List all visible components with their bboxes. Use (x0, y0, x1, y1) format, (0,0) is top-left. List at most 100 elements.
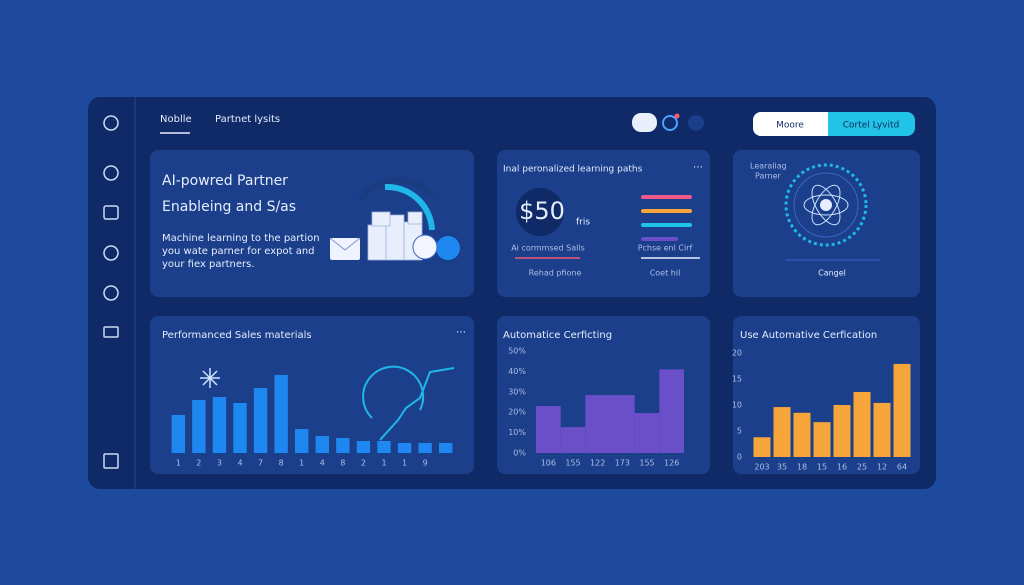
chart-title: Use Automative Cerfication (740, 330, 877, 341)
price-badge (516, 188, 564, 236)
x-tick-label: 2 (361, 459, 366, 468)
sidebar-icon[interactable] (103, 245, 119, 261)
bar (659, 369, 684, 453)
bar (634, 413, 660, 453)
card-title: Learaliag (750, 162, 787, 171)
x-tick-label: 64 (897, 463, 907, 472)
path-bars (641, 195, 692, 241)
card (150, 316, 474, 474)
bar (377, 441, 391, 453)
y-tick-label: 15 (732, 375, 742, 384)
y-tick-label: 40% (508, 367, 526, 376)
network-graphic (784, 163, 868, 247)
x-tick-label: 35 (777, 463, 787, 472)
x-tick-label: 1 (299, 459, 304, 468)
y-tick-label: 30% (508, 387, 526, 396)
bar (585, 395, 610, 453)
bar (315, 436, 329, 453)
metric-label: Pchse enl Cirf (638, 244, 693, 253)
icon-button[interactable] (662, 115, 678, 131)
card-body: you wate parner for expot and (162, 246, 315, 257)
x-tick-label: 18 (797, 463, 807, 472)
bar (253, 388, 268, 453)
bar (233, 403, 247, 453)
x-tick-label: 173 (615, 459, 630, 468)
caption: Cangel (818, 269, 846, 278)
more-menu[interactable]: ⋯ (693, 162, 703, 173)
x-tick-label: 8 (340, 459, 345, 468)
bar (893, 363, 911, 457)
bar (536, 406, 561, 453)
illustration (329, 176, 460, 261)
y-tick-label: 20 (732, 349, 742, 358)
icon-button[interactable] (688, 115, 704, 131)
y-tick-label: 0% (513, 449, 526, 458)
sidebar-icon[interactable] (103, 453, 119, 469)
x-tick-label: 106 (541, 459, 556, 468)
nav-tab[interactable]: Partnet lysits (215, 114, 280, 125)
x-tick-label: 7 (258, 459, 263, 468)
x-tick-label: 122 (590, 459, 605, 468)
bar (753, 437, 771, 457)
bar (192, 400, 206, 453)
x-tick-label: 126 (664, 459, 679, 468)
x-tick-label: 8 (279, 459, 284, 468)
sidebar-icon[interactable] (103, 165, 119, 181)
x-tick-label: 1 (381, 459, 386, 468)
y-tick-label: 5 (737, 427, 742, 436)
more-menu[interactable]: ⋯ (456, 327, 466, 338)
card-title: Inal peronalized learning paths (503, 165, 643, 175)
y-tick-label: 20% (508, 408, 526, 417)
button-bg (753, 112, 828, 136)
y-tick-label: 10 (732, 401, 742, 410)
sidebar (103, 115, 119, 469)
x-tick-label: 1 (402, 459, 407, 468)
card-title: Enableing and S/as (162, 199, 296, 215)
chart-title: Performanced Sales materials (162, 330, 312, 341)
bar (336, 438, 350, 453)
bar (773, 407, 791, 457)
bar (560, 427, 586, 453)
card-title: Parner (755, 172, 782, 181)
x-tick-label: 9 (423, 459, 428, 468)
y-tick-label: 0 (737, 453, 742, 462)
x-tick-label: 1 (176, 459, 181, 468)
bar (833, 405, 851, 457)
bar (439, 443, 453, 453)
price-note: fris (576, 218, 590, 228)
card-body: your fiex partners. (162, 259, 255, 270)
chart-title: Automatice Cerficting (503, 330, 612, 341)
card-body: Machine learning to the partion (162, 233, 320, 244)
bar (873, 402, 891, 457)
x-tick-label: 155 (565, 459, 580, 468)
bar (793, 412, 811, 457)
sidebar-icon[interactable] (103, 205, 119, 220)
x-tick-label: 155 (639, 459, 654, 468)
button[interactable]: Cortel Lyvitd (843, 121, 900, 131)
button[interactable]: Moore (776, 121, 804, 131)
x-tick-label: 4 (320, 459, 325, 468)
bar (274, 375, 288, 453)
sidebar-icon[interactable] (103, 285, 119, 301)
metric-label: Rehad pfione (529, 269, 582, 278)
bar (171, 415, 185, 453)
x-tick-label: 12 (877, 463, 887, 472)
metric-label: Coet hil (650, 269, 681, 278)
icon-button[interactable] (632, 113, 657, 132)
sidebar-icon[interactable] (103, 326, 119, 338)
bar (397, 443, 412, 453)
bar (212, 397, 227, 453)
sidebar-icon[interactable] (103, 115, 119, 131)
x-tick-label: 3 (217, 459, 222, 468)
bar (356, 441, 371, 453)
bar (418, 443, 432, 453)
card-title: AI-powred Partner (162, 173, 288, 189)
decoration (362, 365, 455, 441)
bar (813, 422, 831, 457)
price: $50 (519, 197, 565, 225)
x-tick-label: 16 (837, 463, 847, 472)
x-tick-label: 4 (237, 459, 242, 468)
x-tick-label: 15 (817, 463, 827, 472)
nav-tab[interactable]: Noblle (160, 114, 192, 125)
